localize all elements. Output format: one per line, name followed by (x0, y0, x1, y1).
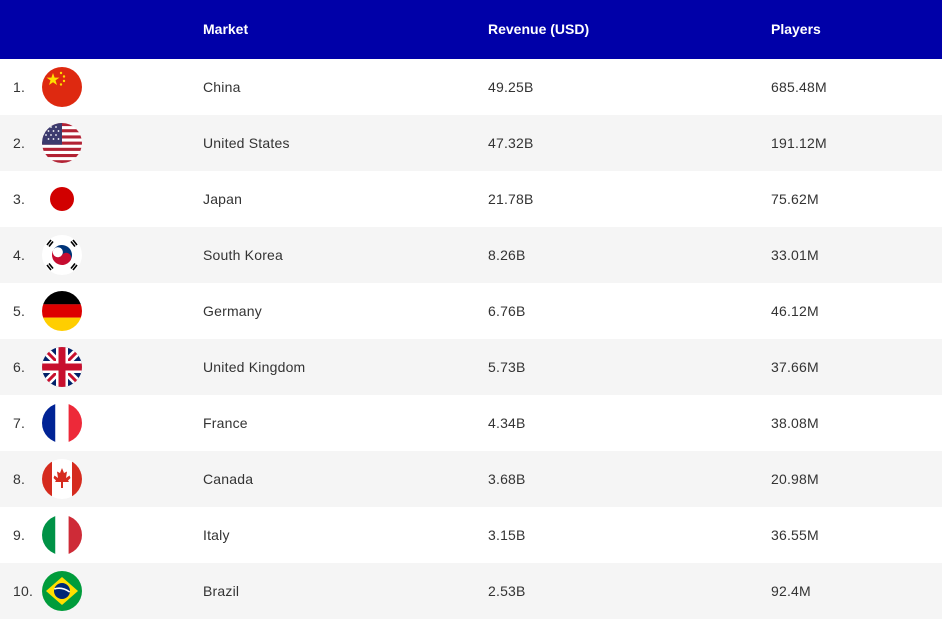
revenue-value: 3.68B (488, 471, 526, 487)
rank-number: 4. (13, 247, 26, 263)
germany-flag-icon (42, 291, 82, 331)
market-name: United States (203, 135, 290, 151)
players-value: 46.12M (771, 303, 819, 319)
market-name: Canada (203, 471, 254, 487)
market-name: South Korea (203, 247, 284, 263)
players-value: 92.4M (771, 583, 811, 599)
revenue-value: 47.32B (488, 135, 534, 151)
united-states-flag-icon (42, 123, 82, 163)
rank-number: 6. (13, 359, 26, 375)
rank-number: 5. (13, 303, 26, 319)
revenue-value: 49.25B (488, 79, 534, 95)
players-value: 36.55M (771, 527, 819, 543)
column-header-players[interactable]: Players (771, 21, 821, 37)
china-flag-icon (42, 67, 82, 107)
market-name: United Kingdom (203, 359, 306, 375)
revenue-value: 2.53B (488, 583, 526, 599)
united-kingdom-flag-icon (42, 347, 82, 387)
revenue-value: 8.26B (488, 247, 526, 263)
brazil-flag-icon (42, 571, 82, 611)
rank-number: 8. (13, 471, 26, 487)
rank-number: 9. (13, 527, 26, 543)
players-value: 33.01M (771, 247, 819, 263)
table-row: 10. Brazil 2.53B 92.4M (0, 563, 942, 619)
japan-flag-icon (42, 179, 82, 219)
table-row: 4. South Korea 8.26B 33.01M (0, 227, 942, 283)
players-value: 38.08M (771, 415, 819, 431)
table-row: 7. France 4.34B 38.08M (0, 395, 942, 451)
rank-number: 2. (13, 135, 26, 151)
table-row: 1. China 49.25B 685.48M (0, 59, 942, 115)
rank-number: 10. (13, 583, 34, 599)
market-name: Germany (203, 303, 262, 319)
market-name: China (203, 79, 241, 95)
revenue-value: 21.78B (488, 191, 534, 207)
column-header-revenue[interactable]: Revenue (USD) (488, 21, 590, 37)
players-value: 685.48M (771, 79, 827, 95)
table-row: 6. United Kingdom 5.73B 37.66M (0, 339, 942, 395)
market-name: Italy (203, 527, 230, 543)
players-value: 191.12M (771, 135, 827, 151)
table-row: 2. United States 47.32B (0, 115, 942, 171)
italy-flag-icon (42, 515, 82, 555)
table-row: 3. Japan 21.78B 75.62M (0, 171, 942, 227)
revenue-value: 3.15B (488, 527, 526, 543)
column-header-market[interactable]: Market (203, 21, 249, 37)
table-row: 8. Canada 3.68B 20.98M (0, 451, 942, 507)
revenue-value: 6.76B (488, 303, 526, 319)
table-header: Market Revenue (USD) Players (0, 0, 942, 59)
revenue-value: 4.34B (488, 415, 526, 431)
players-value: 75.62M (771, 191, 819, 207)
market-name: Brazil (203, 583, 240, 599)
table-row: 9. Italy 3.15B 36.55M (0, 507, 942, 563)
players-value: 20.98M (771, 471, 819, 487)
table-row: 5. Germany 6.76B 46.12M (0, 283, 942, 339)
south-korea-flag-icon (42, 235, 82, 275)
players-value: 37.66M (771, 359, 819, 375)
rank-number: 3. (13, 191, 26, 207)
market-name: France (203, 415, 248, 431)
market-name: Japan (203, 191, 243, 207)
canada-flag-icon (42, 459, 82, 499)
france-flag-icon (42, 403, 82, 443)
revenue-value: 5.73B (488, 359, 526, 375)
rank-number: 7. (13, 415, 26, 431)
rank-number: 1. (13, 79, 26, 95)
